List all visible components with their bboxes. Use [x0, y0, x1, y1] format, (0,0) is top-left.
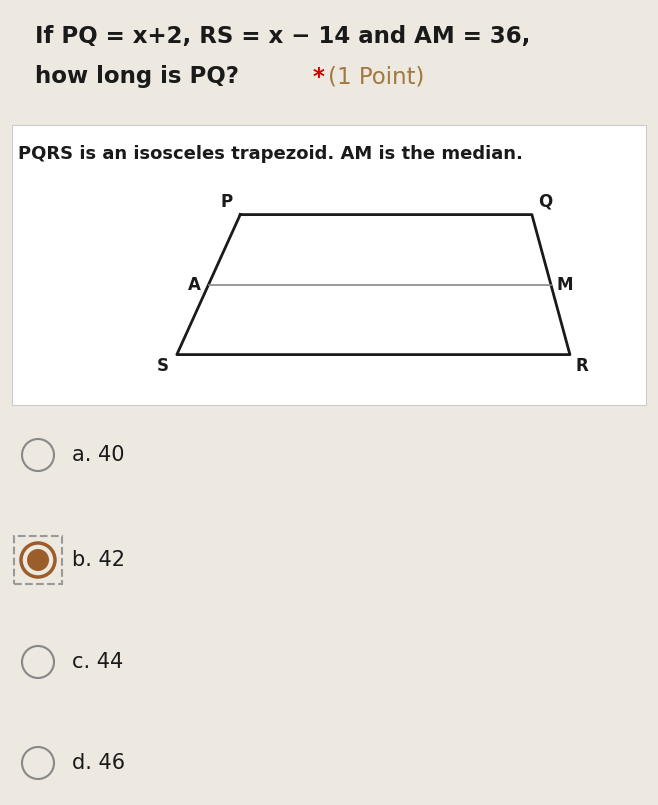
Text: Q: Q — [538, 192, 552, 211]
Text: R: R — [576, 357, 589, 374]
Text: c. 44: c. 44 — [72, 652, 123, 672]
Text: PQRS is an isosceles trapezoid. AM is the median.: PQRS is an isosceles trapezoid. AM is th… — [18, 145, 523, 163]
Text: If PQ = x+2, RS = x − 14 and AM = 36,: If PQ = x+2, RS = x − 14 and AM = 36, — [35, 26, 530, 48]
Text: A: A — [188, 275, 201, 294]
Text: a. 40: a. 40 — [72, 445, 124, 465]
Circle shape — [27, 549, 49, 571]
Text: d. 46: d. 46 — [72, 753, 125, 773]
Text: (1 Point): (1 Point) — [328, 65, 424, 89]
Text: how long is PQ?: how long is PQ? — [35, 65, 239, 89]
Text: b. 42: b. 42 — [72, 550, 125, 570]
Text: *: * — [305, 65, 333, 89]
Text: P: P — [220, 192, 232, 211]
Bar — [14, 536, 62, 584]
Text: M: M — [557, 275, 573, 294]
Bar — [12, 125, 646, 405]
Text: S: S — [157, 357, 169, 374]
